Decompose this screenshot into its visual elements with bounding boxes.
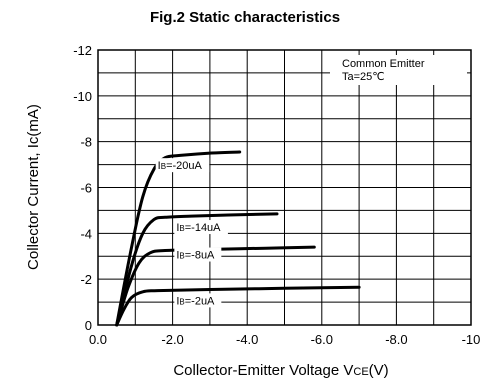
series-labels: IB=-20uA IB=-14uA IB=-8uA IB=-2uA [155,158,228,308]
y-tick-label: -12 [73,43,92,58]
x-axis-label: Collector-Emitter Voltage VCE(V) [173,362,388,379]
annotation-temperature: Ta=25℃ [342,71,385,83]
y-tick-label: -8 [80,135,92,150]
x-axis-label-sub: CE [353,366,368,378]
chart-title: Fig.2 Static characteristics [150,9,340,26]
x-axis-label-main: Collector-Emitter Voltage V [173,362,353,379]
series-line-4 [115,285,361,327]
grid-lines [98,50,471,325]
y-tick-label: -2 [80,272,92,287]
series-label-1: IB=-20uA [158,160,203,172]
y-tick-label: -4 [80,226,92,241]
y-tick-label: 0 [85,318,92,333]
series-line-2 [115,212,279,327]
plot-frame [97,49,472,326]
series-line-3 [115,245,316,327]
x-tick-label: -6.0 [311,332,333,347]
x-axis-label-unit: (V) [369,362,389,379]
y-tick-label: -10 [73,89,92,104]
x-tick-label: -10 [462,332,481,347]
series-label-2: IB=-14uA [176,222,221,234]
x-tick-label: 0.0 [89,332,107,347]
x-tick-label: -8.0 [385,332,407,347]
series-label-3: IB=-8uA [176,250,215,262]
x-tick-label: -2.0 [161,332,183,347]
annotation-box [330,55,467,85]
annotation-common-emitter: Common Emitter [342,58,425,70]
series-label-background [174,293,222,308]
y-tick-label: -6 [80,181,92,196]
y-axis-label: Collector Current, Ic(mA) [25,104,42,270]
series-label-background [174,220,228,235]
series-label-background [155,158,210,173]
series-label-background [174,247,222,262]
x-tick-label: -4.0 [236,332,258,347]
y-axis-ticks: 0 -2 -4 -6 -8 -10 -12 [73,43,92,333]
series-label-4: IB=-2uA [176,295,215,307]
x-axis-ticks: 0.0 -2.0 -4.0 -6.0 -8.0 -10 [89,332,480,347]
